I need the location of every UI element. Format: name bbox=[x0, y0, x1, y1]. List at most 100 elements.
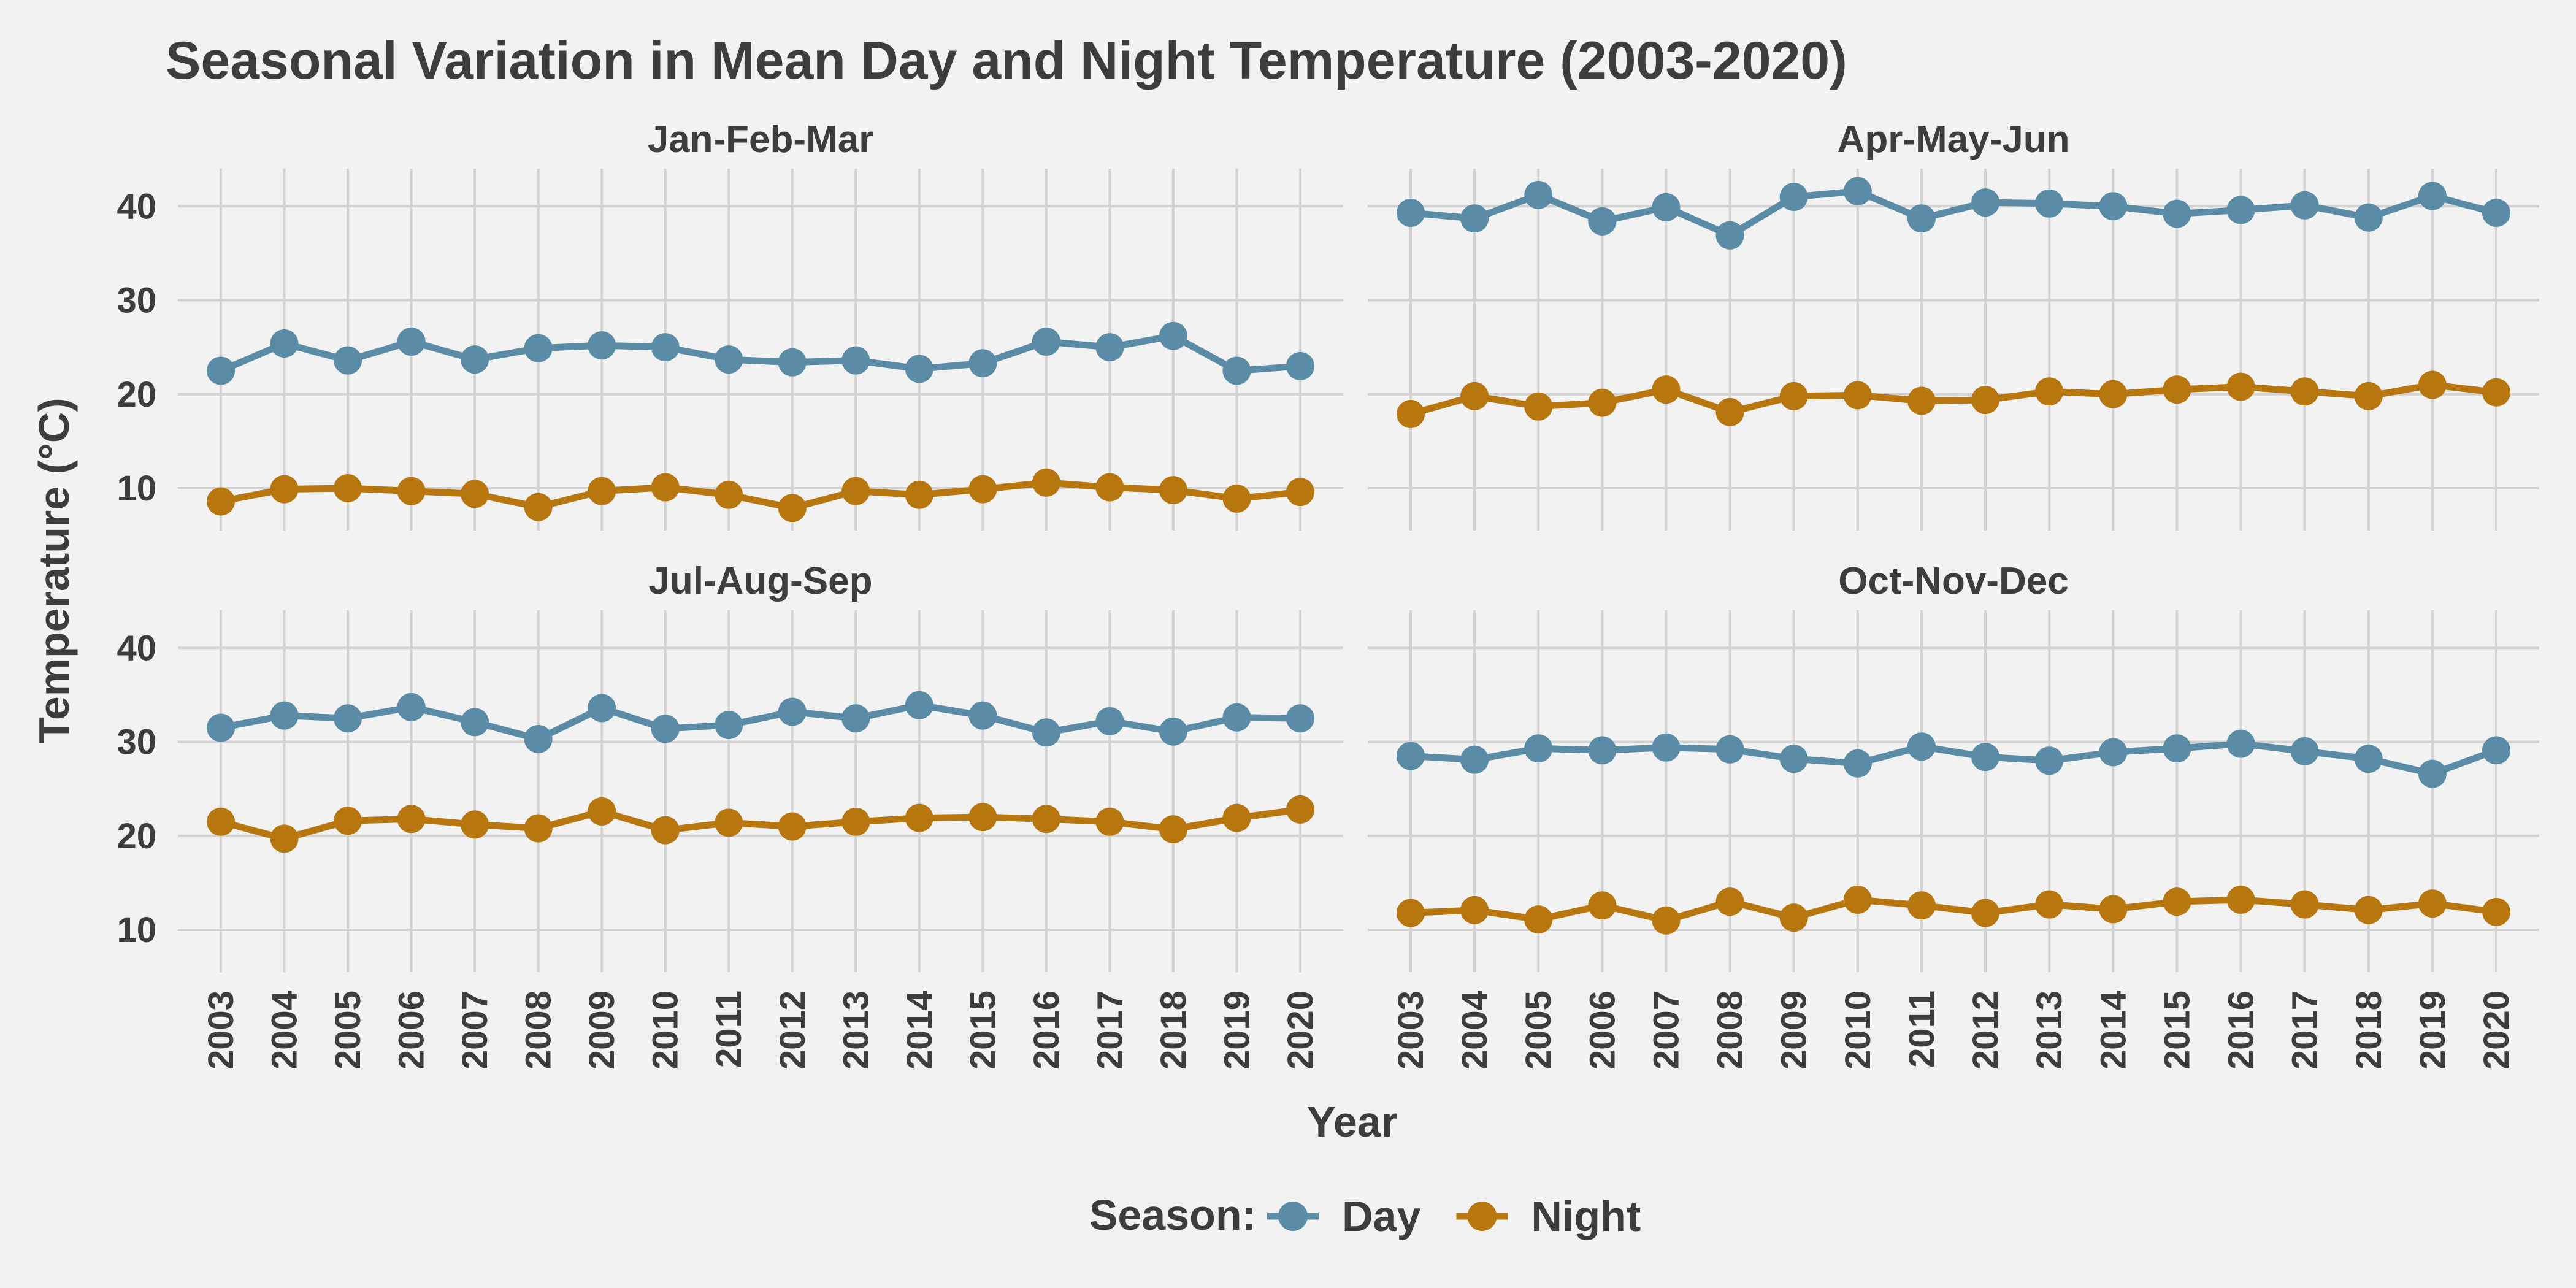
data-point-day-2020 bbox=[2482, 199, 2510, 228]
data-point-day-2016 bbox=[1032, 718, 1060, 747]
data-point-night-2012 bbox=[778, 494, 807, 523]
data-point-day-2012 bbox=[778, 697, 807, 726]
data-point-day-2008 bbox=[524, 724, 553, 753]
x-tick-label: 2015 bbox=[2157, 991, 2197, 1070]
data-point-day-2018 bbox=[1159, 321, 1187, 350]
data-point-night-2017 bbox=[2290, 377, 2319, 406]
data-point-day-2004 bbox=[270, 701, 299, 730]
data-point-day-2006 bbox=[397, 327, 426, 356]
data-point-night-2009 bbox=[1779, 903, 1808, 932]
data-point-day-2003 bbox=[1397, 199, 1425, 228]
x-tick-label: 2014 bbox=[2093, 991, 2133, 1070]
data-point-day-2019 bbox=[2418, 182, 2447, 210]
data-point-day-2014 bbox=[905, 355, 933, 383]
data-point-day-2017 bbox=[2290, 737, 2319, 765]
data-point-night-2003 bbox=[1397, 899, 1425, 927]
x-tick-label: 2019 bbox=[2413, 991, 2453, 1070]
data-point-night-2004 bbox=[270, 475, 299, 504]
y-tick-label: 30 bbox=[117, 281, 156, 321]
data-point-night-2008 bbox=[524, 493, 553, 521]
series-line-day bbox=[1407, 188, 2500, 239]
data-point-day-2011 bbox=[715, 710, 743, 739]
data-point-night-2013 bbox=[841, 807, 870, 836]
data-point-night-2004 bbox=[1460, 895, 1489, 924]
x-tick-label: 2018 bbox=[1154, 991, 1194, 1070]
data-point-day-2007 bbox=[461, 345, 489, 374]
data-point-day-2012 bbox=[1971, 743, 2000, 772]
y-tick-label: 10 bbox=[117, 469, 156, 508]
series-line-day bbox=[217, 702, 1304, 743]
data-point-night-2013 bbox=[841, 477, 870, 505]
x-tick-label: 2006 bbox=[392, 991, 432, 1070]
data-point-day-2006 bbox=[1588, 736, 1617, 765]
data-point-day-2016 bbox=[2226, 196, 2255, 224]
data-point-night-2020 bbox=[1286, 478, 1314, 507]
data-point-night-2005 bbox=[1524, 905, 1553, 934]
data-point-night-2011 bbox=[1907, 891, 1936, 920]
x-tick-label: 2008 bbox=[519, 991, 559, 1070]
data-point-night-2004 bbox=[1460, 381, 1489, 410]
x-tick-label: 2013 bbox=[836, 991, 876, 1070]
data-point-night-2016 bbox=[2226, 886, 2255, 914]
series-line-night bbox=[217, 479, 1304, 512]
x-tick-label: 2011 bbox=[709, 991, 749, 1068]
data-point-night-2020 bbox=[2482, 378, 2510, 407]
data-point-day-2013 bbox=[2035, 746, 2064, 775]
data-point-day-2006 bbox=[397, 692, 426, 721]
y-tick-label: 40 bbox=[117, 186, 156, 226]
x-tick-label: 2003 bbox=[201, 991, 241, 1070]
data-point-day-2003 bbox=[1397, 742, 1425, 770]
series-line-night bbox=[1407, 381, 2500, 418]
y-tick-label: 10 bbox=[117, 910, 156, 950]
series-line-night bbox=[1407, 896, 2500, 924]
data-point-night-2003 bbox=[207, 487, 235, 516]
data-point-day-2013 bbox=[841, 346, 870, 375]
data-point-night-2008 bbox=[524, 814, 553, 843]
data-point-night-2004 bbox=[270, 824, 299, 853]
data-point-day-2020 bbox=[2482, 736, 2510, 765]
data-point-day-2018 bbox=[1159, 717, 1187, 746]
data-point-night-2003 bbox=[207, 807, 235, 836]
data-point-night-2018 bbox=[1159, 476, 1187, 505]
data-point-night-2011 bbox=[715, 808, 743, 837]
data-point-day-2003 bbox=[207, 356, 235, 385]
x-tick-label: 2004 bbox=[265, 991, 305, 1070]
x-tick-label: 2003 bbox=[1391, 991, 1431, 1070]
data-point-day-2011 bbox=[1907, 732, 1936, 761]
data-point-night-2019 bbox=[1222, 484, 1251, 513]
data-point-day-2016 bbox=[2226, 729, 2255, 758]
y-axis-title: Temperature (°C) bbox=[30, 397, 78, 743]
panel-oct-nov-dec: Oct-Nov-Dec 2003 2004 2005 2006 2007 2008 2009 2… bbox=[1368, 560, 2539, 1070]
x-tick-label: 2010 bbox=[646, 991, 686, 1070]
data-point-day-2007 bbox=[1652, 193, 1681, 221]
data-point-night-2019 bbox=[2418, 889, 2447, 918]
data-point-day-2011 bbox=[715, 345, 743, 374]
data-point-night-2009 bbox=[588, 477, 616, 505]
x-tick-label: 2005 bbox=[328, 991, 368, 1070]
panel-jul-aug-sep: Jul-Aug-Sep 10 20 30 40 2003 2004 2005 2006 2007 2… bbox=[117, 560, 1343, 1070]
data-point-day-2004 bbox=[1460, 745, 1489, 774]
data-point-day-2019 bbox=[1222, 356, 1251, 385]
data-point-day-2007 bbox=[461, 708, 489, 737]
x-tick-label: 2015 bbox=[963, 991, 1003, 1070]
x-tick-label: 2012 bbox=[773, 991, 813, 1070]
data-point-night-2015 bbox=[968, 475, 997, 504]
data-point-day-2020 bbox=[1286, 351, 1314, 380]
data-point-day-2018 bbox=[2354, 745, 2383, 773]
data-point-night-2007 bbox=[1652, 906, 1681, 935]
data-point-night-2017 bbox=[1095, 473, 1124, 502]
data-point-night-2014 bbox=[2099, 380, 2128, 408]
legend-title: Season: bbox=[1089, 1191, 1256, 1239]
data-point-night-2015 bbox=[2163, 887, 2191, 916]
data-point-night-2010 bbox=[1843, 381, 1872, 410]
data-point-day-2003 bbox=[207, 713, 235, 742]
data-point-day-2010 bbox=[1843, 749, 1872, 778]
data-point-night-2005 bbox=[334, 474, 362, 503]
panels: Jan-Feb-Mar 10 20 30 40 Apr-May-Jun Jul-Aug-Se… bbox=[117, 118, 2539, 1070]
x-tick-label: 2014 bbox=[900, 991, 940, 1070]
data-point-day-2010 bbox=[651, 715, 680, 743]
data-point-day-2014 bbox=[2099, 192, 2128, 221]
data-point-night-2018 bbox=[2354, 381, 2383, 410]
y-tick-label: 30 bbox=[117, 723, 156, 762]
data-point-night-2015 bbox=[2163, 375, 2191, 404]
